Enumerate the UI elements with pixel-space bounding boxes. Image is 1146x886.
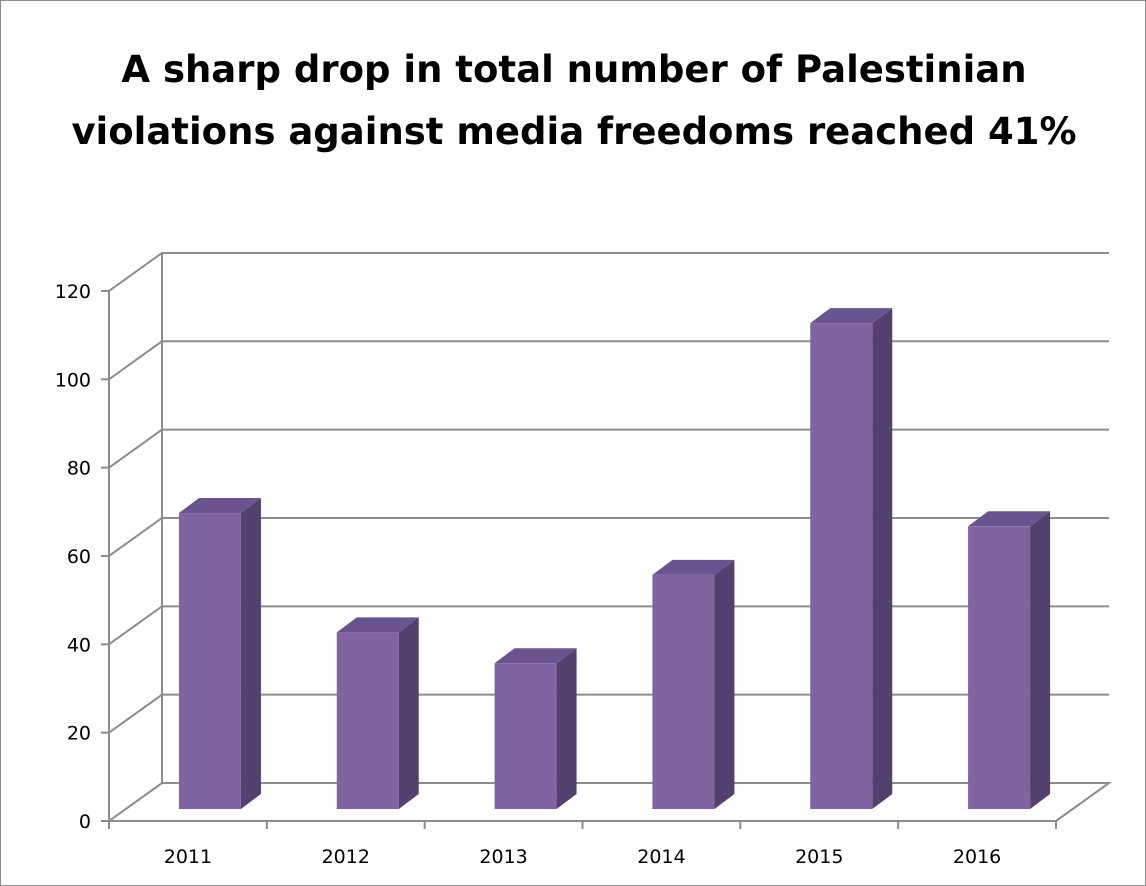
bar-top [178, 498, 261, 514]
y-axis-ticks: 0 20 40 60 80 100 120 [55, 281, 109, 833]
bar-top [336, 617, 419, 633]
gridline [108, 340, 1109, 381]
bar-front [810, 323, 873, 809]
y-tick-label: 100 [55, 369, 91, 391]
x-tick-label: 2015 [795, 846, 843, 868]
bar [652, 559, 735, 809]
bar [810, 308, 893, 809]
bar-top [652, 559, 735, 575]
y-tick-label: 120 [55, 281, 91, 303]
bars [178, 308, 1051, 809]
bar [494, 648, 577, 809]
y-tick-label: 40 [67, 634, 91, 656]
bar-side [1030, 511, 1051, 809]
bar-top [494, 648, 577, 664]
bar-top [810, 308, 893, 324]
bar-side [240, 498, 261, 809]
y-tick-label: 0 [79, 811, 91, 833]
bar-front [968, 526, 1031, 809]
bar-top [968, 511, 1051, 527]
x-tick-label: 2014 [637, 846, 685, 868]
bar [336, 617, 419, 809]
bar-side [398, 617, 419, 809]
y-tick-label: 20 [67, 723, 91, 745]
bar-front [494, 663, 557, 809]
x-tick-label: 2016 [953, 846, 1001, 868]
bar [968, 511, 1051, 809]
y-tick-label: 60 [67, 546, 91, 568]
x-tick-label: 2012 [322, 846, 370, 868]
gridline [108, 428, 1109, 469]
bar-side [714, 559, 735, 809]
bar-front [178, 513, 241, 809]
bar-side [556, 648, 577, 809]
x-axis-ticks: 2011 2012 2013 2014 2015 2016 [108, 821, 1057, 868]
gridline [108, 251, 1109, 292]
bar-front [652, 574, 715, 809]
x-tick-label: 2011 [164, 846, 212, 868]
y-tick-label: 80 [67, 458, 91, 480]
chart-title: A sharp drop in total number of Palestin… [71, 48, 1077, 153]
x-tick-label: 2013 [479, 846, 527, 868]
bar-side [872, 308, 893, 809]
bar [178, 498, 261, 809]
bar-front [336, 632, 399, 809]
